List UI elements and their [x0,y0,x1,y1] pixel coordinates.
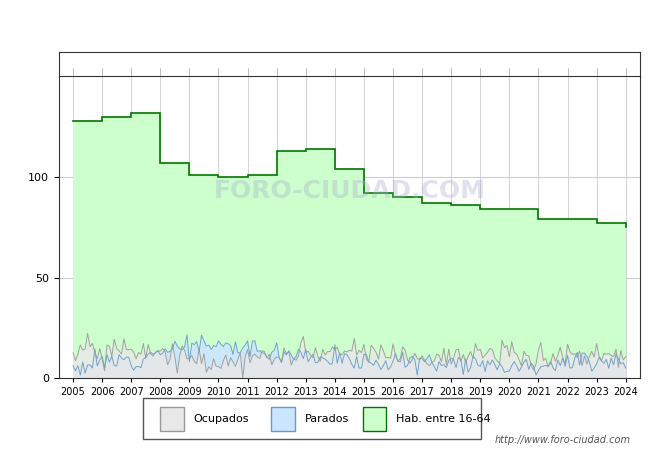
Text: FORO-CIUDAD.COM: FORO-CIUDAD.COM [213,179,486,203]
Text: Hab. entre 16-64: Hab. entre 16-64 [396,414,491,423]
Text: http://www.foro-ciudad.com: http://www.foro-ciudad.com [495,435,630,445]
FancyBboxPatch shape [143,398,481,439]
Text: Neila - Evolucion de la poblacion en edad de Trabajar Septiembre de 2024: Neila - Evolucion de la poblacion en eda… [77,19,573,32]
FancyBboxPatch shape [160,407,183,432]
FancyBboxPatch shape [272,407,295,432]
Text: Ocupados: Ocupados [194,414,249,423]
FancyBboxPatch shape [363,407,386,432]
Text: Parados: Parados [306,414,350,423]
